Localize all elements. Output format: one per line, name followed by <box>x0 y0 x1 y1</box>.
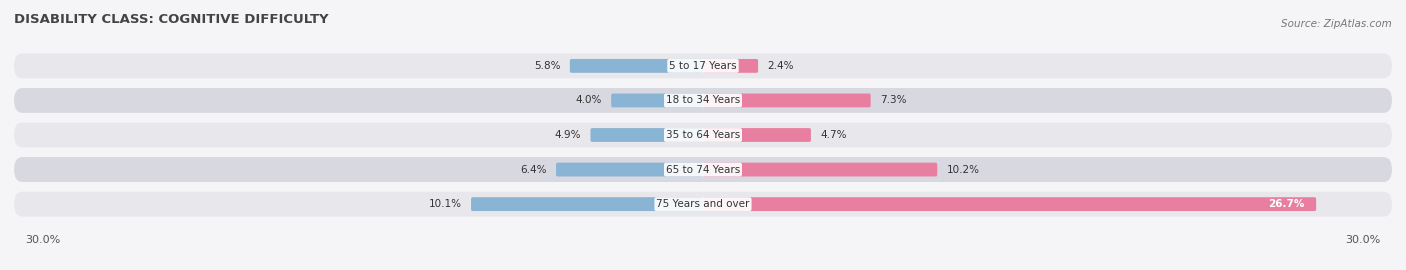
Text: 5.8%: 5.8% <box>534 61 561 71</box>
Text: 6.4%: 6.4% <box>520 164 547 175</box>
Text: 18 to 34 Years: 18 to 34 Years <box>666 95 740 106</box>
FancyBboxPatch shape <box>612 93 703 107</box>
FancyBboxPatch shape <box>703 93 870 107</box>
Text: 10.1%: 10.1% <box>429 199 461 209</box>
Text: 26.7%: 26.7% <box>1268 199 1305 209</box>
FancyBboxPatch shape <box>471 197 703 211</box>
FancyBboxPatch shape <box>14 123 1392 147</box>
Text: DISABILITY CLASS: COGNITIVE DIFFICULTY: DISABILITY CLASS: COGNITIVE DIFFICULTY <box>14 13 329 26</box>
FancyBboxPatch shape <box>703 128 811 142</box>
Text: 2.4%: 2.4% <box>768 61 794 71</box>
Text: 5 to 17 Years: 5 to 17 Years <box>669 61 737 71</box>
FancyBboxPatch shape <box>14 157 1392 182</box>
FancyBboxPatch shape <box>14 192 1392 217</box>
FancyBboxPatch shape <box>569 59 703 73</box>
Text: 4.0%: 4.0% <box>575 95 602 106</box>
FancyBboxPatch shape <box>591 128 703 142</box>
FancyBboxPatch shape <box>703 163 938 177</box>
Text: 65 to 74 Years: 65 to 74 Years <box>666 164 740 175</box>
Text: 30.0%: 30.0% <box>25 235 60 245</box>
FancyBboxPatch shape <box>14 53 1392 78</box>
FancyBboxPatch shape <box>703 197 1316 211</box>
FancyBboxPatch shape <box>703 59 758 73</box>
Text: Source: ZipAtlas.com: Source: ZipAtlas.com <box>1281 19 1392 29</box>
Text: 4.7%: 4.7% <box>820 130 846 140</box>
Text: 4.9%: 4.9% <box>555 130 581 140</box>
Text: 30.0%: 30.0% <box>1346 235 1381 245</box>
Text: 35 to 64 Years: 35 to 64 Years <box>666 130 740 140</box>
FancyBboxPatch shape <box>14 88 1392 113</box>
FancyBboxPatch shape <box>555 163 703 177</box>
Text: 10.2%: 10.2% <box>946 164 980 175</box>
Text: 7.3%: 7.3% <box>880 95 907 106</box>
Text: 75 Years and over: 75 Years and over <box>657 199 749 209</box>
